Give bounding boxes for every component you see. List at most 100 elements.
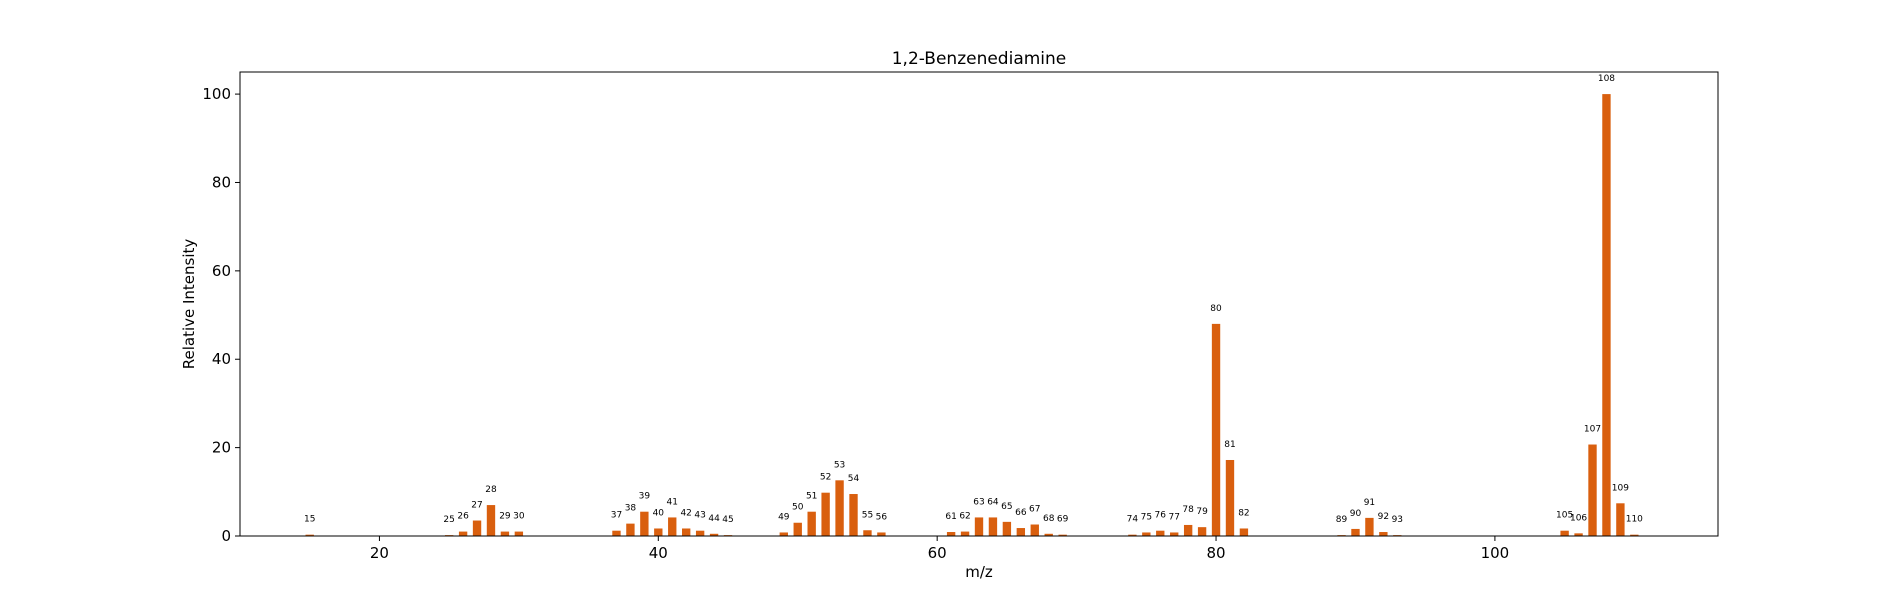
bar-label: 37 [611,511,622,521]
bar [1630,534,1639,536]
bar-label: 89 [1336,515,1348,525]
x-tick-label: 80 [1206,544,1225,562]
bar [682,528,691,536]
bar [1044,533,1053,536]
bar-label: 69 [1057,515,1069,525]
bar [709,533,719,536]
bar-label: 90 [1350,509,1362,519]
bar [960,531,970,536]
bar [514,531,524,536]
bar-label: 92 [1378,512,1389,522]
bar-label: 38 [625,504,637,514]
bar [863,530,872,536]
bar-label: 25 [443,515,454,525]
bar [1156,530,1165,536]
bar [626,523,635,536]
bar [654,528,663,536]
x-axis-title: m/z [965,563,993,581]
bar [835,480,844,536]
bar-label: 62 [959,512,970,522]
bar-label: 51 [806,492,817,502]
bar [974,517,984,536]
bar-label: 45 [722,515,733,525]
y-tick-label: 20 [212,439,231,457]
bar [695,530,705,536]
y-tick-label: 80 [212,173,231,191]
bar-label: 39 [639,492,651,502]
bar [1560,530,1569,536]
y-tick-label: 0 [221,527,231,545]
y-axis: 0 20 40 60 80 100 [202,85,240,545]
bar-label: 63 [973,497,984,507]
bar-label: 66 [1015,508,1027,518]
bar [1379,532,1388,536]
bar-label: 79 [1196,507,1208,517]
bar-label: 68 [1043,514,1055,524]
bar [1030,524,1039,536]
bar [640,511,649,536]
bar [486,505,496,536]
bar [458,531,468,536]
bar-label: 64 [987,497,999,507]
bar [877,532,886,536]
bar [1142,532,1151,536]
x-axis: 20 40 60 80 100 [370,536,1509,562]
bar [1197,527,1207,536]
bar-label: 49 [778,512,790,522]
bar-label: 77 [1168,512,1179,522]
bar [821,492,830,536]
bar-label: 106 [1570,513,1587,523]
bar [779,532,788,536]
y-axis-title: Relative Intensity [180,239,198,370]
bar [1211,323,1221,536]
bar-label: 55 [862,510,873,520]
x-tick-label: 20 [370,544,389,562]
bars-group [305,94,1639,536]
bar-label: 29 [499,512,511,522]
x-tick-label: 100 [1481,544,1510,562]
bar-label: 76 [1155,511,1167,521]
y-tick-label: 40 [212,350,231,368]
bar-label: 27 [471,501,482,511]
bar [1574,533,1583,536]
bar [807,511,816,536]
bar [1602,94,1611,536]
bar-label: 26 [457,512,469,522]
x-tick-label: 60 [928,544,947,562]
bar-label: 93 [1392,515,1403,525]
chart-title: 1,2-Benzenediamine [892,49,1067,69]
bar [1002,521,1012,536]
bar-label: 56 [876,512,888,522]
bar-label: 52 [820,473,831,483]
bar-label: 28 [485,485,497,495]
bar-label: 61 [945,512,956,522]
bar-label: 91 [1364,498,1375,508]
bar-label: 15 [304,515,315,525]
bar [1365,517,1374,536]
bar-label: 105 [1556,511,1573,521]
bar-label: 67 [1029,505,1040,515]
bar-label: 78 [1182,505,1194,515]
bar-label: 80 [1210,304,1222,314]
bar-label: 81 [1224,440,1235,450]
bar-label: 82 [1238,508,1249,518]
bar-label: 44 [708,514,720,524]
y-tick-label: 100 [202,85,231,103]
bar-label: 110 [1626,515,1643,525]
x-tick-label: 40 [649,544,668,562]
bar [1351,528,1360,536]
bar-label: 30 [513,512,525,522]
bar-label: 53 [834,460,845,470]
bar-label: 50 [792,503,804,513]
bar-label: 40 [653,508,665,518]
bar-label: 74 [1127,515,1139,525]
bar [500,531,510,536]
y-tick-label: 60 [212,262,231,280]
bar-label: 108 [1598,74,1615,84]
bar [1058,534,1067,536]
bar [472,520,482,536]
bar-label: 65 [1001,502,1012,512]
bar [1128,534,1137,536]
